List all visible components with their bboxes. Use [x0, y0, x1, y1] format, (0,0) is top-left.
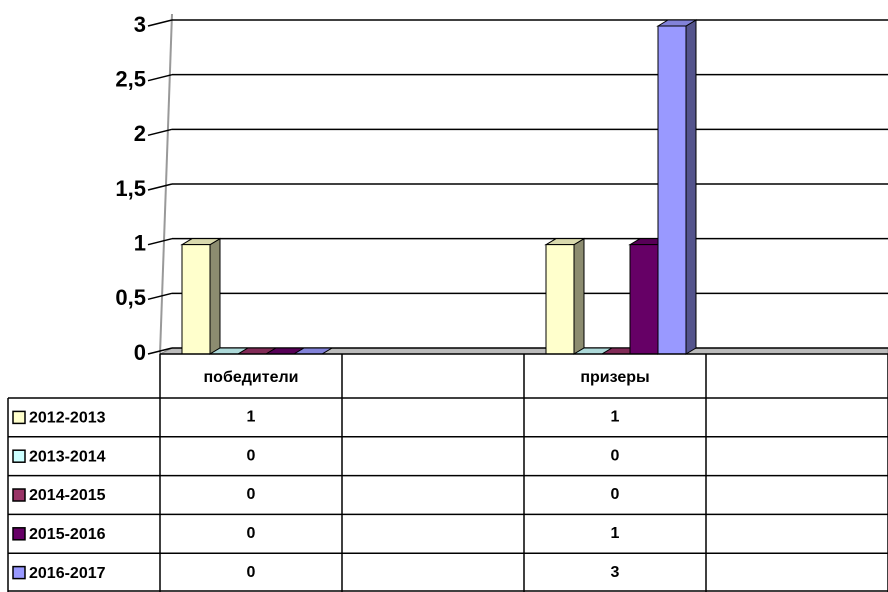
- table-value: 3: [611, 564, 620, 581]
- table-value: 0: [247, 486, 256, 503]
- bar-side: [573, 237, 585, 355]
- legend-key: [12, 488, 26, 502]
- y-tick: [147, 183, 173, 191]
- bar-front: [657, 25, 687, 355]
- y-tick-label: 0: [134, 340, 146, 365]
- table-value: 1: [611, 525, 620, 542]
- table-value: 0: [611, 486, 620, 503]
- bar-side: [209, 237, 221, 355]
- y-tick-label: 1: [134, 230, 146, 255]
- wall-edge: [159, 13, 173, 355]
- bar: [656, 19, 698, 355]
- y-tick-label: 3: [134, 12, 146, 37]
- bar-front: [545, 244, 575, 355]
- bar-side: [685, 19, 697, 355]
- legend-label: 2013-2014: [29, 448, 106, 465]
- legend-key: [12, 565, 26, 580]
- table-value: 0: [247, 447, 256, 464]
- legend-label: 2016-2017: [29, 565, 106, 582]
- y-tick: [147, 73, 173, 82]
- table-value: 1: [247, 409, 256, 426]
- legend-label: 2014-2015: [29, 487, 106, 504]
- category-label: призеры: [580, 369, 649, 386]
- table-value: 0: [611, 447, 620, 464]
- legend-key: [12, 410, 26, 425]
- y-tick-label: 1,5: [115, 176, 146, 201]
- y-tick: [147, 128, 173, 137]
- table-value: 0: [247, 564, 256, 581]
- y-tick-label: 0,5: [115, 285, 146, 310]
- y-tick: [147, 237, 173, 246]
- category-label: победители: [204, 369, 299, 386]
- y-tick: [147, 19, 173, 27]
- legend-key: [12, 527, 26, 541]
- y-tick-label: 2: [134, 121, 146, 146]
- table-value: 0: [247, 525, 256, 542]
- bar: [544, 237, 586, 355]
- y-tick: [147, 347, 173, 355]
- bar: [180, 237, 222, 355]
- legend-label: 2015-2016: [29, 526, 106, 543]
- y-tick: [147, 292, 173, 301]
- table-value: 1: [611, 409, 620, 426]
- legend-label: 2012-2013: [29, 410, 106, 427]
- bar-front: [181, 244, 211, 355]
- legend-key: [12, 449, 26, 463]
- bar-front: [629, 244, 659, 355]
- y-tick-label: 2,5: [115, 66, 146, 91]
